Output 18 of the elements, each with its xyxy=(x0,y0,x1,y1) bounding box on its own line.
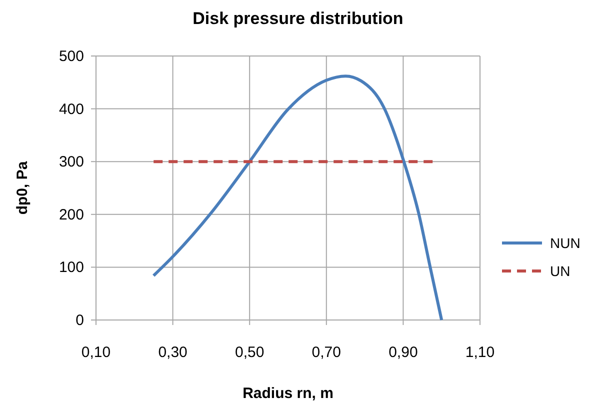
legend-label: NUN xyxy=(550,235,580,251)
y-tick-label: 0 xyxy=(76,312,84,329)
chart-title: Disk pressure distribution xyxy=(192,9,404,28)
y-tick-label: 200 xyxy=(58,206,84,224)
y-tick-label: 100 xyxy=(58,259,84,276)
legend-label: UN xyxy=(550,263,570,279)
x-tick-label: 0,90 xyxy=(388,344,418,361)
x-tick-label: 0,30 xyxy=(158,344,188,361)
x-tick-label: 0,70 xyxy=(312,344,341,361)
y-axis-title: dp0, Pa xyxy=(14,160,31,215)
y-tick-label: 400 xyxy=(58,100,84,118)
x-tick-label: 0,50 xyxy=(235,344,264,361)
x-axis-title: Radius rn, m xyxy=(242,385,334,402)
x-tick-label: 1,10 xyxy=(465,344,495,361)
x-tick-label: 0,10 xyxy=(81,344,111,361)
y-tick-label: 500 xyxy=(58,48,84,65)
y-tick-label: 300 xyxy=(58,154,84,171)
line-series xyxy=(152,74,444,322)
